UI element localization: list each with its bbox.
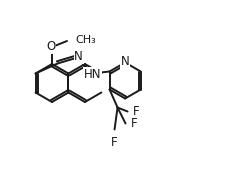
Text: CH₃: CH₃ xyxy=(75,35,96,45)
Text: F: F xyxy=(111,136,118,148)
Text: N: N xyxy=(74,50,83,63)
Text: F: F xyxy=(133,105,139,118)
Text: N: N xyxy=(121,55,130,68)
Text: O: O xyxy=(46,41,56,54)
Text: F: F xyxy=(131,117,137,130)
Text: HN: HN xyxy=(84,68,101,81)
